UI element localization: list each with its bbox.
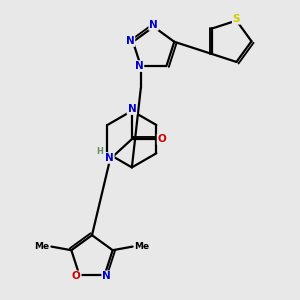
Text: S: S [233, 14, 240, 24]
Text: Me: Me [134, 242, 150, 251]
Text: O: O [158, 134, 166, 144]
Text: N: N [102, 271, 111, 281]
Text: N: N [126, 36, 134, 46]
Text: Me: Me [34, 242, 50, 251]
Text: N: N [105, 153, 114, 163]
Text: N: N [149, 20, 158, 30]
Text: H: H [96, 147, 103, 156]
Text: N: N [128, 104, 136, 114]
Text: O: O [72, 271, 81, 281]
Text: N: N [135, 61, 143, 71]
